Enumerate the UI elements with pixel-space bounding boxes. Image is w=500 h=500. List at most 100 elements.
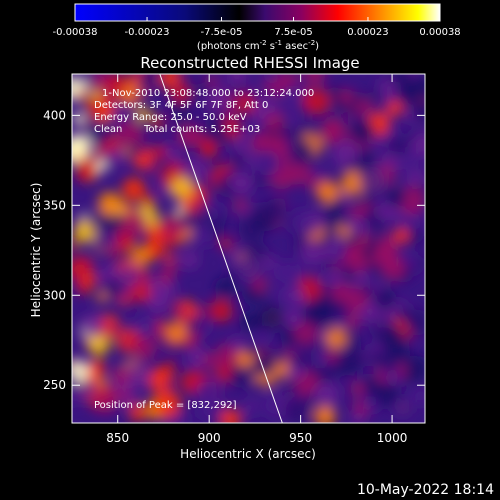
heatmap-cell <box>76 90 87 101</box>
heatmap-cell <box>282 74 299 87</box>
heatmap-cell <box>164 251 175 262</box>
heatmap-cell <box>138 74 156 90</box>
heatmap-cell <box>297 357 310 369</box>
heatmap-cell <box>186 316 201 331</box>
heatmap-cell <box>349 350 366 367</box>
axis-ticks <box>72 74 425 423</box>
heatmap-cell <box>289 209 315 236</box>
colorbar-tick-label: -0.00023 <box>125 27 170 38</box>
heatmap-cell <box>237 350 255 368</box>
annotation-detectors: Detectors: 3F 4F 5F 6F 7F 8F, Att 0 <box>94 100 268 111</box>
heatmap-cell <box>232 260 246 274</box>
heatmap-cell <box>104 74 129 98</box>
colorbar-tick-label: 7.5e-05 <box>274 27 312 38</box>
heatmap-cell <box>302 301 326 325</box>
heatmap-cell <box>317 236 329 248</box>
heatmap-cell <box>237 202 249 215</box>
heatmap-cell <box>339 354 352 367</box>
heatmap-cell <box>387 136 407 157</box>
heatmap-cell <box>262 255 275 268</box>
heatmap-cell <box>108 322 121 335</box>
heatmap-cell <box>312 166 327 180</box>
heatmap-cell <box>87 121 111 145</box>
heatmap-cell <box>393 398 411 416</box>
heatmap-cell <box>289 138 316 166</box>
heatmap-cell <box>411 132 425 157</box>
heatmap-cell <box>100 210 126 236</box>
heatmap-cell <box>184 328 201 345</box>
heatmap-cell <box>254 328 270 344</box>
heatmap-cell <box>350 118 376 144</box>
y-tick-label: 300 <box>43 288 66 302</box>
heatmap-cell <box>359 303 379 323</box>
heatmap-cell <box>325 348 340 363</box>
heatmap-cell <box>391 74 410 85</box>
heatmap-cell <box>393 228 409 244</box>
heatmap-cell <box>171 177 193 199</box>
heatmap-cell <box>204 88 230 114</box>
heatmap-cell <box>328 86 341 99</box>
heatmap-cell <box>361 247 374 261</box>
heatmap-cell <box>132 282 152 302</box>
heatmap-cell <box>97 191 122 216</box>
heatmap-cell <box>172 304 187 320</box>
heatmap-cell <box>404 309 425 336</box>
heatmap-cell <box>154 390 182 418</box>
heatmap-cell <box>206 379 221 395</box>
heatmap-cell <box>282 349 294 361</box>
heatmap-cell <box>83 273 97 287</box>
heatmap-cell <box>385 186 407 208</box>
heatmap-cell <box>374 288 397 311</box>
heatmap-cell <box>72 112 85 125</box>
heatmap-cell <box>406 233 419 246</box>
heatmap-cell <box>356 98 373 115</box>
heatmap-cell <box>142 194 155 207</box>
heatmap-cell <box>123 361 151 389</box>
heatmap-cell <box>170 83 191 103</box>
x-tick-label: 950 <box>289 431 312 445</box>
heatmap-cell <box>312 381 340 408</box>
colorbar-tick-label: 0.00038 <box>419 27 460 38</box>
heatmap-cell <box>185 126 203 145</box>
colorbar-tick-labels: -0.00038 -0.00023 -7.5e-05 7.5e-05 0.00023 0.… <box>53 27 461 38</box>
colorbar-frame <box>74 3 441 22</box>
heatmap-cell <box>75 161 96 183</box>
heatmap-cell <box>180 250 199 269</box>
heatmap-cell <box>264 199 286 221</box>
heatmap-cell <box>412 100 425 122</box>
heatmap-cell <box>72 360 90 383</box>
heatmap-cell <box>80 314 104 338</box>
heatmap-cell <box>94 390 118 414</box>
heatmap-cell <box>321 245 336 259</box>
heatmap-cell <box>381 358 398 376</box>
heatmap-cell <box>128 403 147 421</box>
x-tick-label: 850 <box>106 431 129 445</box>
annotation-clean: Clean <box>94 124 122 135</box>
heatmap-cell <box>304 88 330 115</box>
plot-area: 850 900 950 1000 250 300 350 400 1-Nov-2010 23:… <box>43 73 426 445</box>
annotation-energy-range: Energy Range: 25.0 - 50.0 keV <box>94 112 247 123</box>
heatmap-cell <box>235 93 256 115</box>
heatmap-cell <box>204 202 223 221</box>
heatmap-cell <box>337 224 350 238</box>
heatmap-cell <box>126 336 139 349</box>
heatmap-cell <box>162 379 174 392</box>
heatmap-cell <box>134 314 159 338</box>
heatmap-cell <box>84 98 102 115</box>
heatmap-cell <box>349 381 365 396</box>
heatmap-cell <box>386 100 403 117</box>
heatmap-cell <box>73 220 96 243</box>
heatmap-cell <box>122 177 146 201</box>
heatmap-cell <box>325 364 340 378</box>
heatmap-cell <box>363 191 375 203</box>
heatmap-cell <box>294 320 318 344</box>
heatmap-cell <box>346 335 361 350</box>
heatmap-cell <box>329 270 345 287</box>
heatmap-cell <box>362 208 376 222</box>
colorbar-unit-label: (photons cm-2 s-1 asec-2) <box>197 39 319 52</box>
heatmap-cell <box>247 312 266 331</box>
heatmap-cell <box>214 74 225 84</box>
heatmap-cell <box>214 277 237 299</box>
heatmap-cell <box>161 213 185 237</box>
heatmap-cell <box>264 112 284 132</box>
